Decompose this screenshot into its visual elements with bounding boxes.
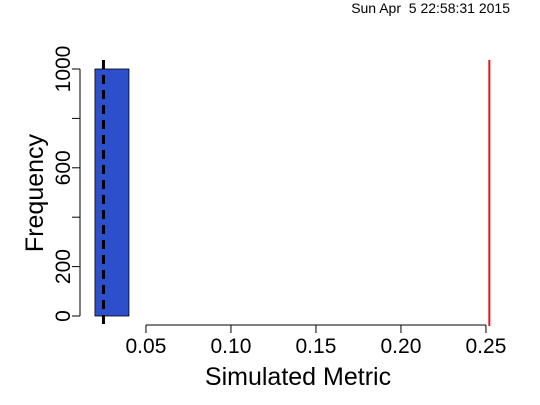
y-tick-label-2: 600 [52, 150, 75, 185]
y-axis-label: Frequency [21, 133, 49, 252]
x-tick-label-0: 0.05 [126, 335, 167, 358]
x-tick-label-2: 0.15 [296, 335, 337, 358]
y-tick-label-3: 1000 [52, 46, 75, 93]
y-tick-label-0: 0 [52, 310, 75, 322]
histogram-bar-0 [94, 68, 130, 317]
x-tick-label-3: 0.20 [381, 335, 422, 358]
y-tick-label-1: 200 [52, 249, 75, 284]
x-axis-label: Simulated Metric [205, 363, 391, 391]
timestamp: Sun Apr 5 22:58:31 2015 [351, 0, 510, 16]
x-tick-label-1: 0.10 [211, 335, 252, 358]
x-tick-label-4: 0.25 [466, 335, 507, 358]
